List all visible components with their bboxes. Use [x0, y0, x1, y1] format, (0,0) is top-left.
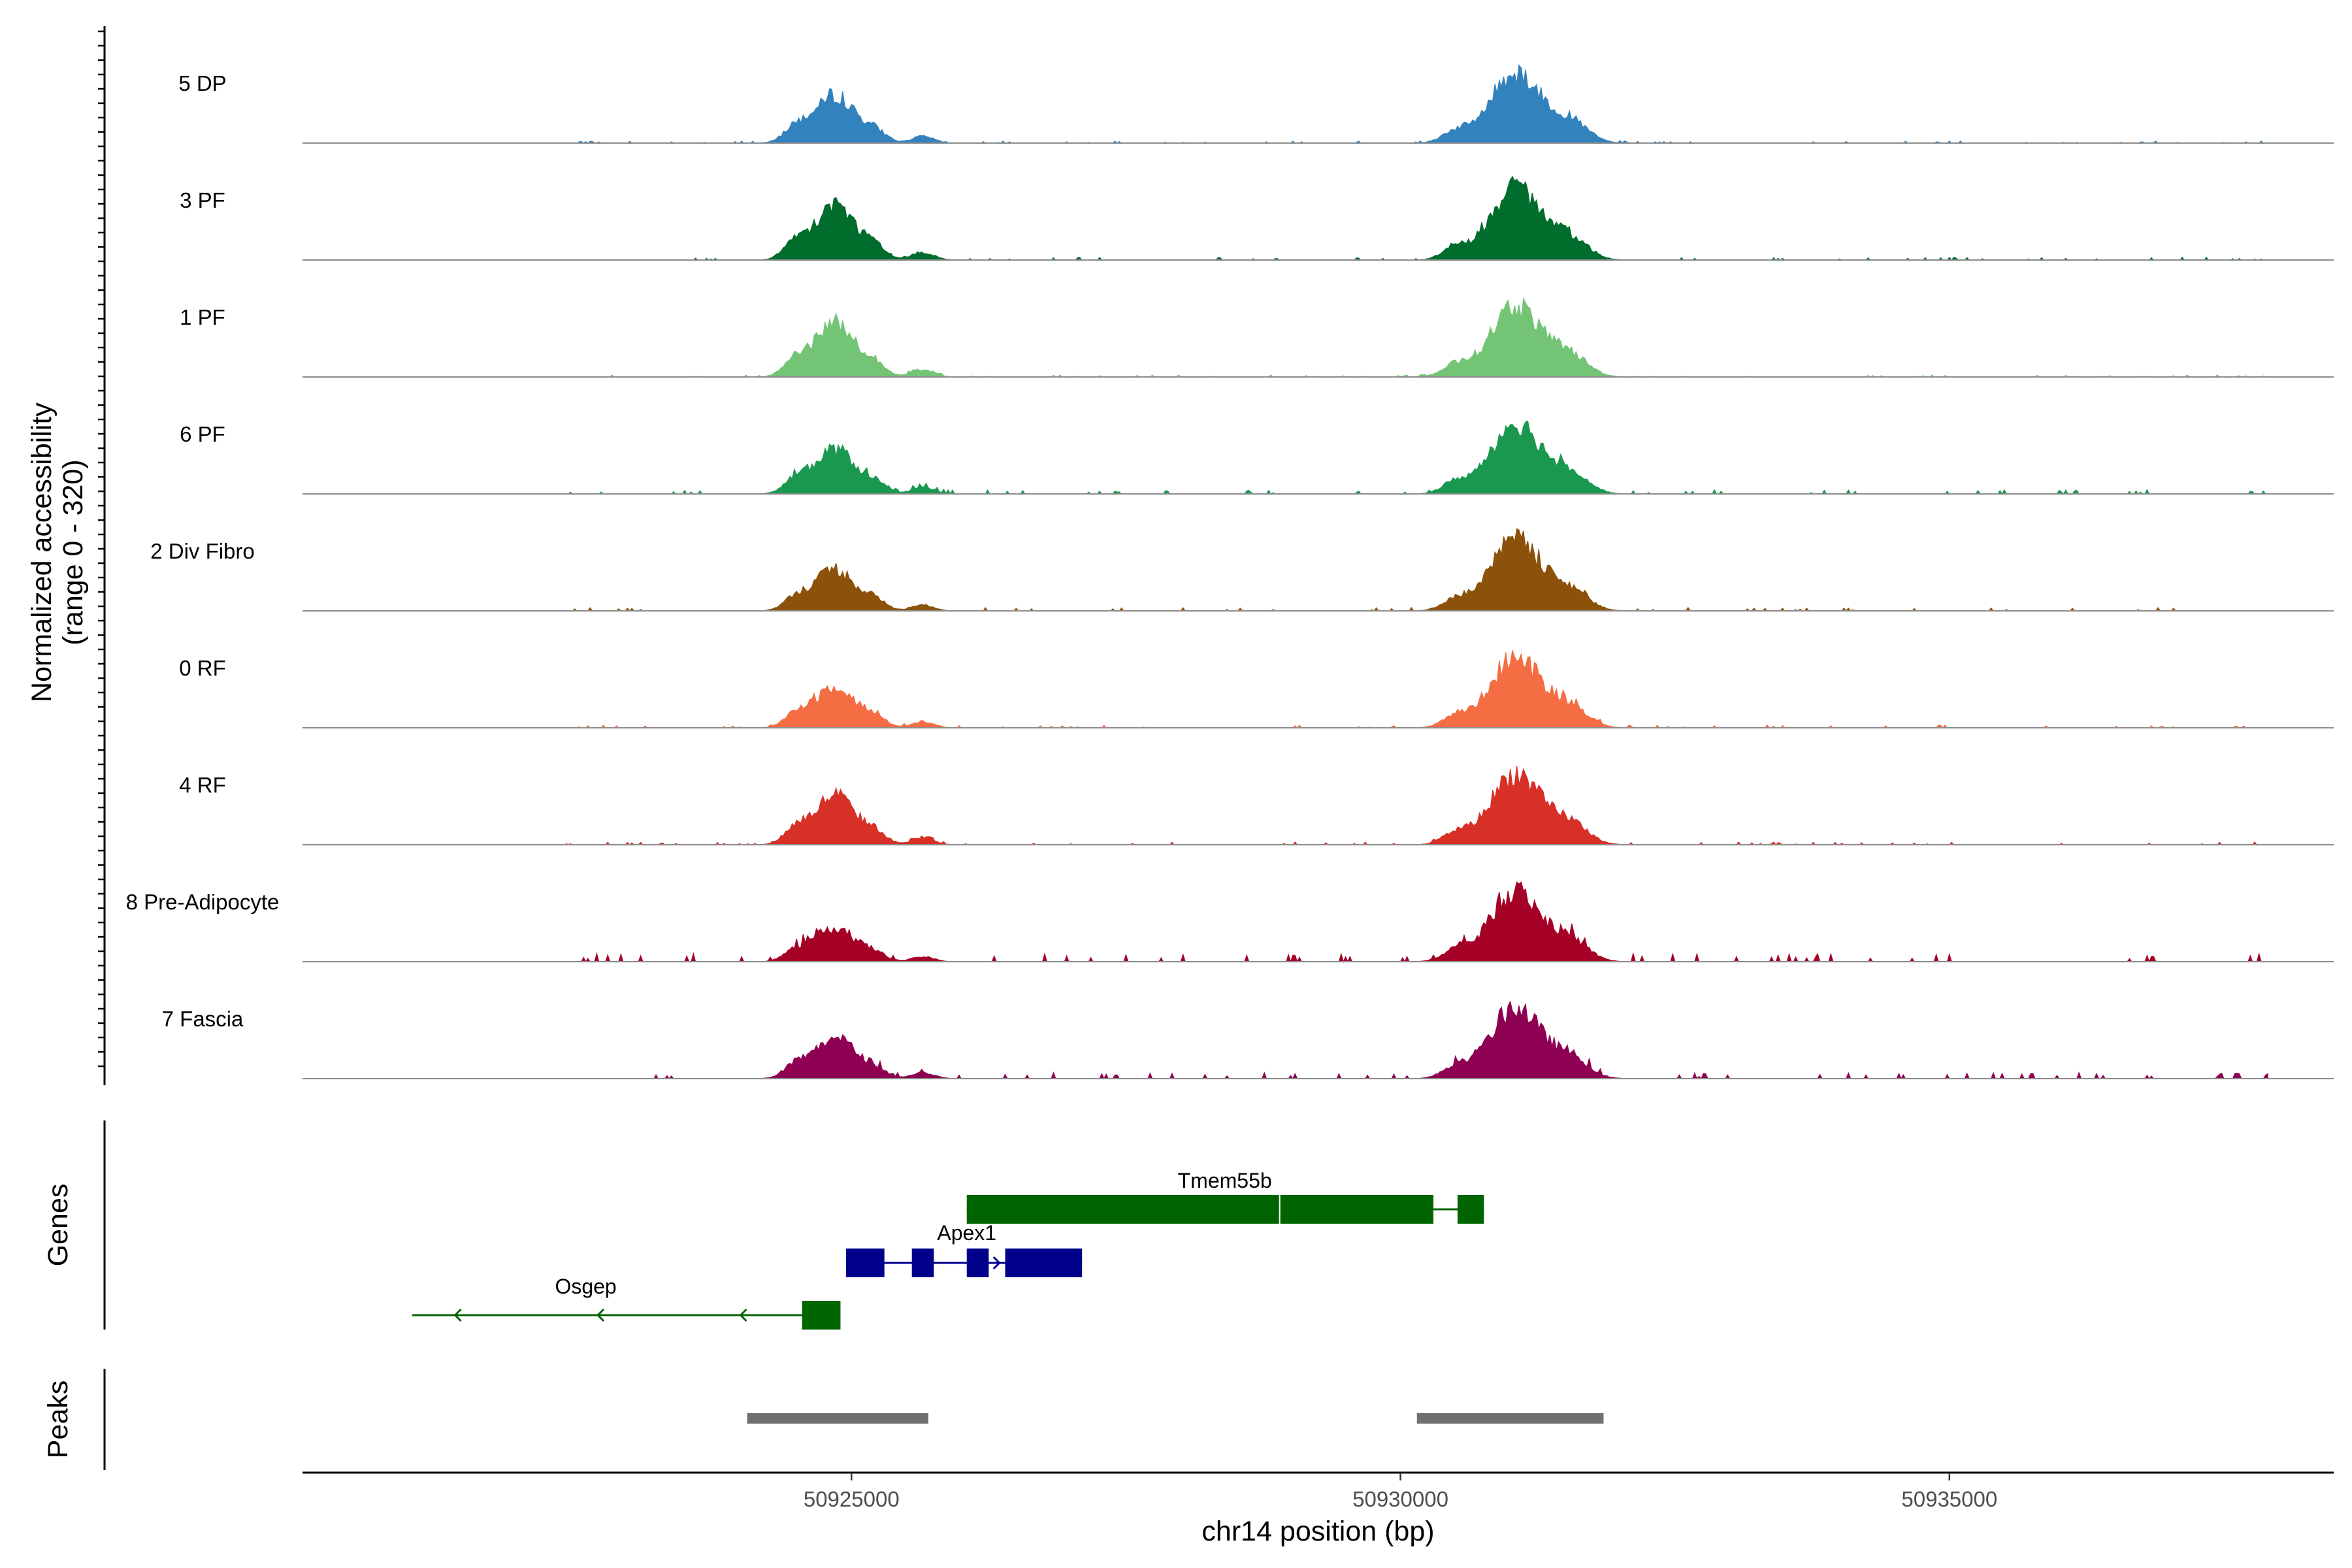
- track-label: 0 RF: [179, 656, 226, 680]
- track-0-rf: 0 RF: [179, 650, 2334, 728]
- y-axis-title-line1: Normalized accessibility: [26, 402, 57, 702]
- track-label: 5 DP: [178, 71, 226, 95]
- track-label: 3 PF: [180, 188, 225, 212]
- track-4-rf: 4 RF: [179, 766, 2334, 845]
- coverage-area: [566, 297, 2268, 378]
- gene-exon: [1005, 1249, 1083, 1277]
- genes-panel: Tmem55b Apex1 Osgep: [103, 1120, 1484, 1330]
- coverage-area: [566, 1000, 2268, 1080]
- gene-label: Apex1: [937, 1221, 996, 1245]
- coverage-tracks: 5 DP 3 PF 1 PF 6 PF 2 Div Fibro 0 RF 4 RF 8 Pre…: [126, 63, 2334, 1080]
- coverage-area: [566, 420, 2268, 495]
- x-axis-title: chr14 position (bp): [1201, 1516, 1434, 1547]
- track-3-pf: 3 PF: [180, 176, 2334, 261]
- gene-label: Osgep: [555, 1275, 616, 1298]
- strand-arrow-icon: [739, 1308, 747, 1322]
- peak-region: [1416, 1413, 1604, 1424]
- gene-exon: [966, 1249, 989, 1277]
- track-label: 2 Div Fibro: [150, 539, 255, 563]
- gene-exon: [911, 1249, 934, 1277]
- track-label: 7 Fascia: [162, 1007, 244, 1031]
- y-axis-title-line2: (range 0 - 320): [57, 459, 89, 645]
- coverage-area: [566, 528, 2268, 612]
- coverage-area: [566, 63, 2268, 144]
- track-label: 4 RF: [179, 773, 226, 797]
- track-8-pre-adipocyte: 8 Pre-Adipocyte: [126, 881, 2334, 963]
- track-7-fascia: 7 Fascia: [162, 1000, 2334, 1080]
- peak-region: [747, 1413, 928, 1424]
- coverage-area: [565, 766, 2268, 845]
- coverage-area: [566, 176, 2268, 261]
- track-label: 6 PF: [180, 422, 225, 446]
- track-6-pf: 6 PF: [180, 420, 2334, 495]
- gene-label: Tmem55b: [1178, 1169, 1272, 1192]
- gene-osgep: Osgep: [412, 1275, 841, 1330]
- peaks-panel: [103, 1369, 1604, 1470]
- track-2-div-fibro: 2 Div Fibro: [150, 528, 2334, 612]
- track-1-pf: 1 PF: [180, 297, 2334, 378]
- gene-tmem55b: Tmem55b: [966, 1169, 1484, 1224]
- gene-exon: [802, 1301, 841, 1330]
- track-label: 8 Pre-Adipocyte: [126, 890, 280, 914]
- coverage-area: [566, 650, 2268, 728]
- strand-arrow-icon: [596, 1308, 605, 1322]
- gene-exon: [1457, 1195, 1484, 1224]
- gene-exon: [966, 1195, 1433, 1224]
- strand-arrow-icon: [992, 1256, 1001, 1270]
- genes-panel-title: Genes: [42, 1184, 74, 1267]
- peaks-panel-title: Peaks: [42, 1380, 74, 1459]
- y-axis: [98, 26, 106, 1085]
- track-5-dp: 5 DP: [178, 63, 2334, 144]
- x-axis: 50925000 50930000 50935000: [302, 1471, 2334, 1511]
- gene-exon: [845, 1249, 885, 1277]
- x-tick-label: 50935000: [1901, 1487, 1997, 1511]
- coverage-area: [566, 881, 2268, 963]
- x-tick-label: 50925000: [804, 1487, 900, 1511]
- x-tick-label: 50930000: [1352, 1487, 1448, 1511]
- strand-arrow-icon: [453, 1308, 462, 1322]
- gene-apex1: Apex1: [845, 1221, 1083, 1277]
- track-label: 1 PF: [180, 305, 225, 329]
